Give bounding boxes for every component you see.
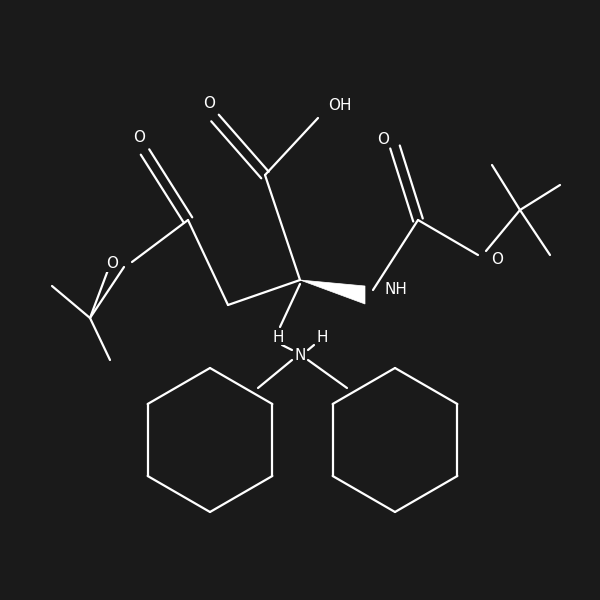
Text: O: O (203, 97, 215, 112)
Polygon shape (300, 280, 365, 304)
Text: O: O (106, 257, 118, 271)
Text: H: H (316, 329, 328, 344)
Text: N: N (295, 347, 305, 362)
Text: O: O (377, 131, 389, 146)
Text: NH: NH (385, 283, 408, 298)
Text: OH: OH (328, 98, 352, 113)
Text: O: O (133, 130, 145, 145)
Text: O: O (491, 253, 503, 268)
Text: H: H (272, 329, 284, 344)
